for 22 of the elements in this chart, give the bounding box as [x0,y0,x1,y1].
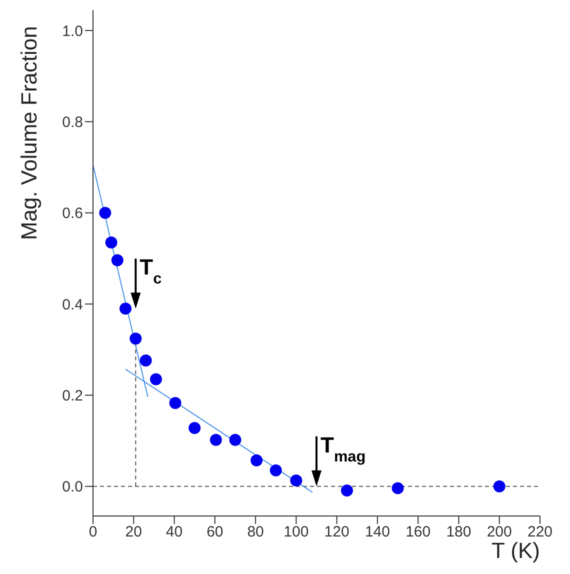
y-tick-label: 0.4 [62,296,83,314]
y-tick-label: 0.6 [62,205,83,222]
x-tick-label: 140 [364,524,390,541]
x-tick-label: 120 [324,524,350,541]
y-tick-label: 0.2 [62,388,83,405]
x-tick-label: 80 [247,524,264,541]
x-tick-label: 0 [88,524,98,541]
x-axis-title: T (K) [492,538,540,563]
x-tick-label: 160 [406,524,431,541]
x-tick-label: 220 [527,524,553,541]
y-axis-title: Mag. Volume Fraction [16,26,42,240]
x-tick-label: 60 [206,524,224,541]
annotation: T$_{mag}$ [320,432,366,465]
x-tick-label: 40 [166,524,183,541]
x-tick-label: 200 [486,524,512,541]
x-tick-label: 20 [125,524,142,541]
x-tick-label: 180 [446,524,472,541]
y-tick-label: 1.0 [62,22,83,40]
y-tick-label: 0.0 [62,478,83,496]
annotation: T$_{c}$ [140,254,162,288]
x-tick-label: 100 [284,524,309,541]
y-tick-label: 0.8 [62,114,83,132]
